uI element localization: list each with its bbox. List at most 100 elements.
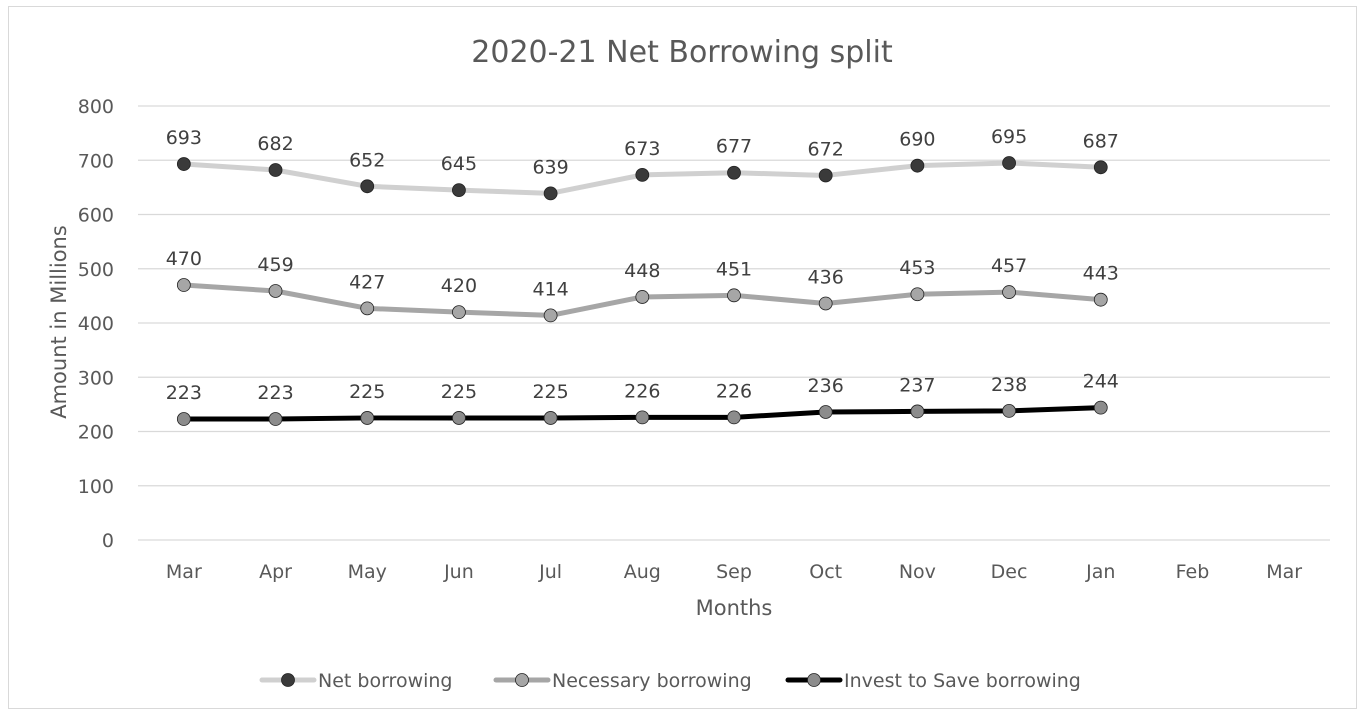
data-point <box>176 157 191 171</box>
chart-frame <box>8 6 1357 709</box>
data-point <box>176 412 191 426</box>
x-tick-label: Jul <box>538 561 562 583</box>
data-label: 414 <box>532 278 568 300</box>
data-label: 226 <box>716 380 752 402</box>
data-label: 459 <box>257 254 293 276</box>
legend-marker-1 <box>515 673 529 687</box>
data-label: 645 <box>441 153 477 175</box>
y-axis-title: Amount in Millions <box>47 225 71 419</box>
data-point <box>360 179 375 194</box>
x-tick-label: Oct <box>809 561 842 583</box>
data-point <box>1093 292 1108 307</box>
x-axis-title: Months <box>696 596 773 620</box>
data-point <box>360 301 375 316</box>
y-tick-label: 800 <box>78 96 114 118</box>
x-tick-label: Apr <box>259 561 292 583</box>
data-label: 639 <box>532 156 568 178</box>
y-tick-label: 500 <box>78 259 114 281</box>
data-label: 451 <box>716 258 752 280</box>
data-label: 225 <box>441 381 477 403</box>
data-label: 223 <box>257 382 293 404</box>
x-tick-label: Jun <box>443 561 474 583</box>
data-point <box>360 411 375 425</box>
gridlines <box>138 105 1330 541</box>
data-label: 223 <box>166 382 202 404</box>
data-point <box>543 411 558 425</box>
data-point <box>727 165 741 180</box>
data-point <box>1002 403 1016 418</box>
data-point <box>452 305 466 320</box>
x-tick-label: May <box>348 561 387 583</box>
data-label: 687 <box>1083 130 1119 152</box>
x-tick-label: Sep <box>716 561 752 583</box>
data-point <box>543 308 558 323</box>
data-label: 673 <box>624 138 660 160</box>
legend-label-2: Invest to Save borrowing <box>844 670 1081 692</box>
data-label: 695 <box>991 126 1027 148</box>
data-point <box>268 163 283 177</box>
x-axis-ticks: Mar Apr May Jun Jul Aug Sep Oct Nov Dec Jan Feb Mar <box>166 561 1302 583</box>
x-tick-label: Mar <box>1266 561 1302 583</box>
legend-label-0: Net borrowing <box>318 670 453 692</box>
data-label: 470 <box>166 248 202 270</box>
data-label: 244 <box>1083 371 1119 393</box>
data-label: 427 <box>349 271 385 293</box>
data-point <box>635 167 650 182</box>
data-point <box>910 287 925 302</box>
legend-marker-2 <box>807 673 821 687</box>
data-label: 682 <box>257 133 293 155</box>
data-point <box>818 168 833 183</box>
y-axis-ticks: 0 100 200 300 400 500 600 700 800 <box>78 96 114 552</box>
data-label: 457 <box>991 255 1027 277</box>
y-tick-label: 300 <box>78 367 114 389</box>
y-tick-label: 700 <box>78 150 114 172</box>
data-label: 443 <box>1083 263 1119 285</box>
data-point <box>727 410 741 425</box>
data-label: 453 <box>899 257 935 279</box>
data-label: 226 <box>624 380 660 402</box>
x-tick-label: Jan <box>1085 561 1115 583</box>
data-label: 236 <box>808 375 844 397</box>
data-point <box>818 405 833 419</box>
x-tick-label: Aug <box>624 561 661 583</box>
data-point <box>1002 156 1016 170</box>
data-label: 237 <box>899 374 935 396</box>
data-label: 225 <box>532 381 568 403</box>
y-tick-label: 0 <box>102 530 114 552</box>
x-tick-label: Feb <box>1176 561 1210 583</box>
data-label: 690 <box>899 129 935 151</box>
legend-label-1: Necessary borrowing <box>552 670 752 692</box>
x-tick-label: Dec <box>991 561 1028 583</box>
data-point <box>910 404 925 419</box>
y-tick-label: 600 <box>78 205 114 227</box>
x-tick-label: Nov <box>899 561 936 583</box>
data-label: 672 <box>808 138 844 160</box>
data-point <box>452 411 466 425</box>
data-label: 448 <box>624 260 660 282</box>
data-point <box>1093 400 1108 415</box>
data-point <box>1002 285 1016 299</box>
series-markers <box>176 156 1108 426</box>
data-point <box>727 288 741 303</box>
y-tick-label: 200 <box>78 422 114 444</box>
data-point <box>635 410 650 425</box>
data-point <box>268 284 283 298</box>
data-point <box>452 183 466 197</box>
data-label: 238 <box>991 374 1027 396</box>
data-point <box>818 296 833 311</box>
data-labels: 693 682 652 645 639 673 677 672 690 695 687 470 459 4… <box>166 126 1119 404</box>
data-point <box>543 186 558 201</box>
data-point <box>268 412 283 426</box>
y-tick-label: 400 <box>78 313 114 335</box>
data-point <box>1093 160 1108 175</box>
data-label: 420 <box>441 275 477 297</box>
data-label: 677 <box>716 136 752 158</box>
legend: Net borrowing Necessary borrowing Invest t… <box>259 670 1081 692</box>
chart-title: 2020-21 Net Borrowing split <box>471 35 893 70</box>
data-label: 652 <box>349 149 385 171</box>
y-tick-label: 100 <box>78 476 114 498</box>
data-point <box>176 278 191 292</box>
x-tick-label: Mar <box>166 561 202 583</box>
data-label: 693 <box>166 127 202 149</box>
